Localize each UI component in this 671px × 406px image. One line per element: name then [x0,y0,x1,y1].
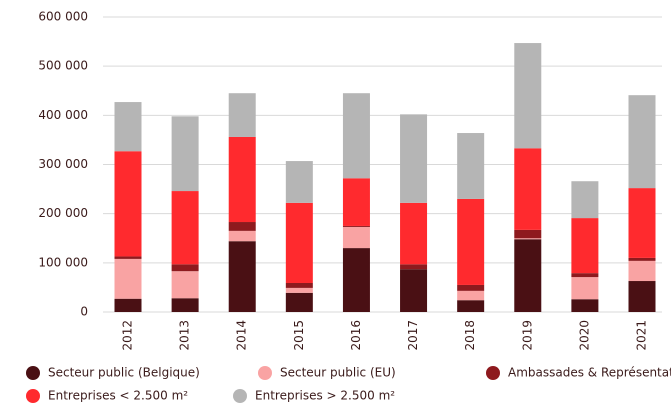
bar-segment [114,151,142,257]
bar-segment [285,161,313,203]
x-tick-label: 2014 [235,320,249,351]
x-tick-label: 2012 [121,320,135,351]
bar-segment [228,222,256,231]
bar-segment [114,256,142,259]
legend-marker [486,366,500,380]
x-tick-label: 2015 [292,320,306,351]
legend-marker [258,366,272,380]
bar-segment [628,281,656,312]
bar-segment [285,292,313,312]
bar-segment [628,188,656,258]
legend-label: Secteur public (EU) [280,366,396,380]
bar-segment [514,239,542,312]
bar-segment [571,181,599,219]
legend-label: Ambassades & Représentations [508,366,671,380]
bar-segment [171,191,199,265]
bar-segment [628,257,656,261]
bar-segment [342,93,370,179]
legend-marker [233,389,247,403]
bar-segment [342,225,370,227]
bar-segment [342,226,370,249]
bar-segment [171,264,199,272]
y-tick-label: 400 000 [38,108,88,122]
x-tick-label: 2013 [178,320,192,351]
bar-segment [571,277,599,300]
bar-segment [228,136,256,223]
legend-label: Secteur public (Belgique) [48,366,200,380]
x-tick-label: 2017 [406,320,420,351]
bar-segment [457,198,485,285]
bar-segment [571,299,599,312]
bar-segment [228,230,256,242]
bar-segment [285,202,313,283]
legend-label: Entreprises > 2.500 m² [255,389,395,403]
y-tick-label: 300 000 [38,157,88,171]
bar-segment [114,258,142,299]
bar-segment [400,264,428,270]
y-tick-label: 0 [80,305,88,319]
bar-segment [400,202,428,265]
x-tick-label: 2019 [520,320,534,351]
bar-segment [400,269,428,312]
bar-segment [285,287,313,293]
bar-segment [228,93,256,137]
bar-segment [457,133,485,199]
bar-segment [514,43,542,149]
x-tick-label: 2020 [577,320,591,351]
legend-marker [26,366,40,380]
legend-marker [26,389,40,403]
bar-segment [457,290,485,301]
bar-segment [514,148,542,230]
bar-segment [342,248,370,312]
bar-segment [514,238,542,240]
bar-segment [171,298,199,312]
bar-segment [457,300,485,312]
x-tick-label: 2018 [463,320,477,351]
y-tick-label: 500 000 [38,59,88,73]
bar-segment [342,178,370,226]
y-tick-label: 200 000 [38,206,88,220]
y-tick-label: 100 000 [38,255,88,269]
bar-segment [514,229,542,239]
bar-segment [171,271,199,299]
bar-segment [114,102,142,152]
legend-label: Entreprises < 2.500 m² [48,389,188,403]
bar-segment [571,273,599,278]
x-tick-label: 2016 [349,320,363,351]
bar-segment [628,260,656,282]
bar-segment [171,116,199,192]
bar-segment [400,114,428,203]
bar-segment [228,241,256,312]
y-tick-label: 600 000 [38,10,88,24]
bar-segment [114,298,142,312]
x-tick-label: 2021 [635,320,649,351]
bar-segment [628,95,656,189]
bar-segment [457,284,485,291]
bar-segment [285,282,313,288]
bar-segment [571,218,599,274]
